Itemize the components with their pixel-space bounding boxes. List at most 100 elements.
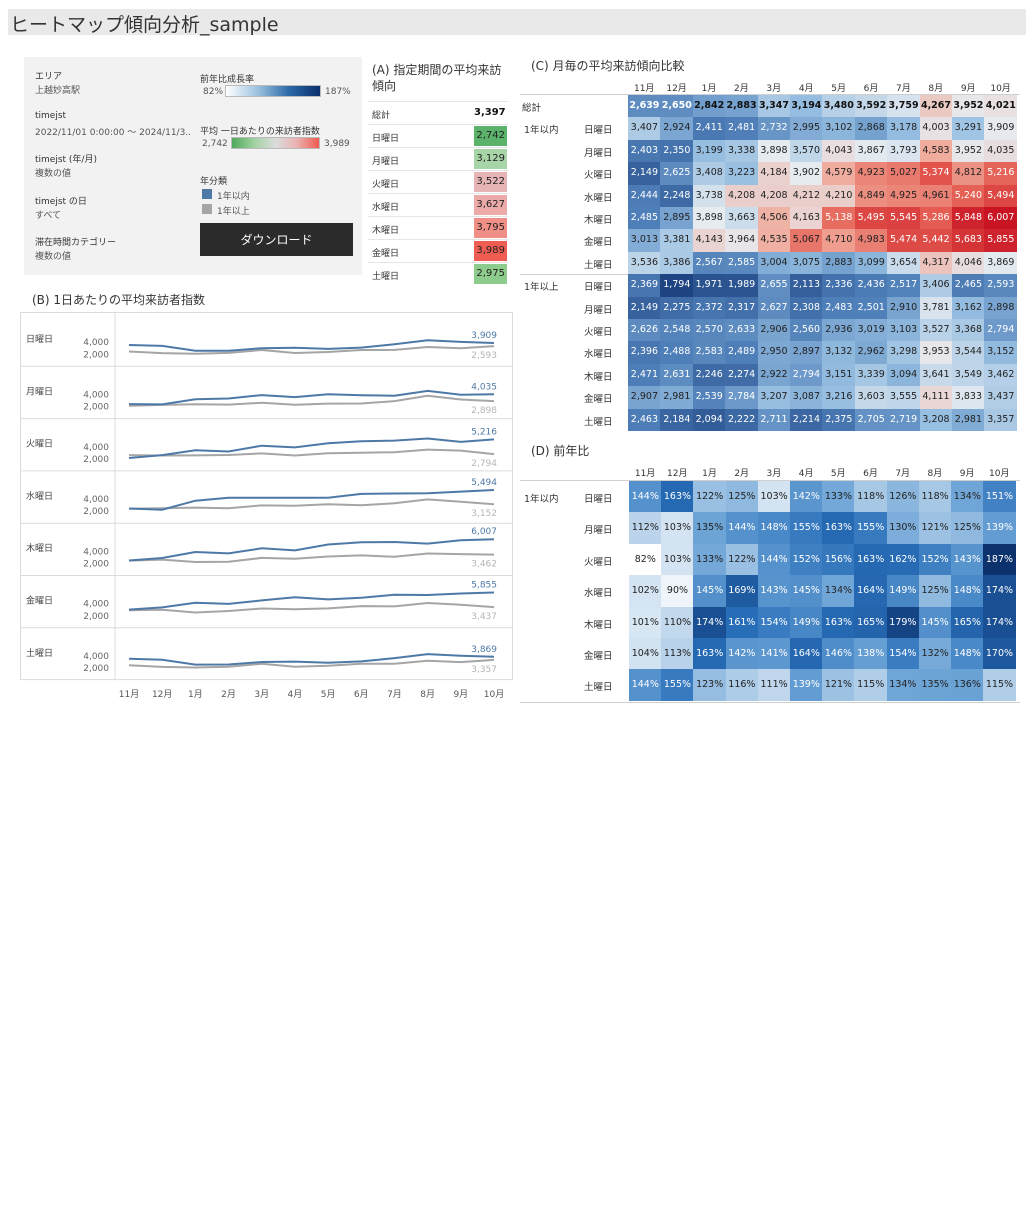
d-cell[interactable]: 165% <box>951 606 984 639</box>
c-cell[interactable]: 2,570 <box>692 319 726 342</box>
c-cell[interactable]: 2,936 <box>822 319 856 342</box>
c-cell[interactable]: 2,950 <box>757 341 791 365</box>
c-cell[interactable]: 3,536 <box>628 251 661 275</box>
c-cell[interactable]: 2,336 <box>822 274 856 297</box>
c-cell[interactable]: 5,374 <box>919 162 953 185</box>
c-cell[interactable]: 4,046 <box>952 251 985 275</box>
d-cell[interactable]: 163% <box>822 512 855 545</box>
c-cell[interactable]: 2,483 <box>822 296 856 320</box>
c-cell[interactable]: 3,094 <box>887 363 920 387</box>
c-cell[interactable]: 3,869 <box>984 251 1018 275</box>
c-cell[interactable]: 3,781 <box>919 296 953 320</box>
c-cell[interactable]: 2,924 <box>660 117 694 141</box>
b-line-within[interactable] <box>128 538 495 562</box>
d-cell[interactable]: 142% <box>725 638 759 670</box>
stay-value[interactable]: 複数の値 <box>35 252 72 262</box>
d-cell[interactable]: 142% <box>790 481 823 513</box>
d-cell[interactable]: 149% <box>886 575 920 607</box>
d-cell[interactable]: 115% <box>854 669 887 702</box>
c-total-cell[interactable]: 3,592 <box>854 95 888 118</box>
d-cell[interactable]: 155% <box>661 669 694 702</box>
c-cell[interactable]: 3,544 <box>952 341 985 365</box>
year-item-over[interactable]: 1年以上 <box>217 207 250 217</box>
d-cell[interactable]: 134% <box>951 481 984 513</box>
c-total-cell[interactable]: 4,021 <box>984 95 1018 118</box>
c-cell[interactable]: 5,138 <box>822 207 856 230</box>
c-cell[interactable]: 2,149 <box>628 162 661 185</box>
c-cell[interactable]: 5,848 <box>952 207 985 230</box>
c-cell[interactable]: 2,910 <box>887 296 920 320</box>
c-total-cell[interactable]: 3,347 <box>757 95 791 118</box>
c-cell[interactable]: 4,043 <box>822 139 856 163</box>
year-item-within[interactable]: 1年以内 <box>217 192 250 202</box>
c-cell[interactable]: 5,855 <box>984 229 1018 253</box>
c-cell[interactable]: 5,240 <box>952 184 985 208</box>
c-cell[interactable]: 3,199 <box>692 139 726 163</box>
d-cell[interactable]: 179% <box>886 606 920 639</box>
d-cell[interactable]: 103% <box>757 481 791 513</box>
c-cell[interactable]: 4,961 <box>919 184 953 208</box>
c-cell[interactable]: 2,489 <box>725 341 758 365</box>
c-cell[interactable]: 2,981 <box>660 386 694 409</box>
b-line-over[interactable] <box>128 601 495 614</box>
c-cell[interactable]: 4,143 <box>692 229 726 253</box>
c-cell[interactable]: 2,246 <box>692 363 726 387</box>
d-cell[interactable]: 154% <box>886 638 920 670</box>
d-cell[interactable]: 130% <box>886 512 920 545</box>
c-cell[interactable]: 4,212 <box>790 184 823 208</box>
c-cell[interactable]: 3,132 <box>822 341 856 365</box>
d-cell[interactable]: 174% <box>693 606 726 639</box>
c-cell[interactable]: 3,833 <box>952 386 985 409</box>
d-cell[interactable]: 103% <box>661 543 694 576</box>
c-total-cell[interactable]: 3,952 <box>952 95 985 118</box>
d-cell[interactable]: 161% <box>725 606 759 639</box>
c-cell[interactable]: 5,474 <box>887 229 920 253</box>
c-total-cell[interactable]: 3,759 <box>887 95 920 118</box>
b-line-over[interactable] <box>128 658 495 669</box>
c-cell[interactable]: 2,962 <box>854 341 888 365</box>
c-cell[interactable]: 2,794 <box>984 319 1018 342</box>
c-cell[interactable]: 2,627 <box>757 296 791 320</box>
c-cell[interactable]: 2,465 <box>952 274 985 297</box>
c-cell[interactable]: 3,902 <box>790 162 823 185</box>
d-cell[interactable]: 155% <box>790 512 823 545</box>
c-cell[interactable]: 4,208 <box>725 184 758 208</box>
c-cell[interactable]: 5,286 <box>919 207 953 230</box>
c-cell[interactable]: 3,953 <box>919 341 953 365</box>
d-cell[interactable]: 143% <box>951 543 984 576</box>
c-cell[interactable]: 2,711 <box>757 408 791 432</box>
c-cell[interactable]: 3,298 <box>887 341 920 365</box>
c-cell[interactable]: 2,463 <box>628 408 661 432</box>
timejst-value[interactable]: 2022/11/01 0:00:00 ～ 2024/11/3.. <box>35 128 192 138</box>
d-cell[interactable]: 134% <box>822 575 855 607</box>
c-total-cell[interactable]: 3,480 <box>822 95 856 118</box>
c-cell[interactable]: 4,035 <box>984 139 1018 163</box>
c-cell[interactable]: 3,216 <box>822 386 856 409</box>
c-cell[interactable]: 2,922 <box>757 363 791 387</box>
d-cell[interactable]: 121% <box>822 669 855 702</box>
c-cell[interactable]: 3,437 <box>984 386 1018 409</box>
c-cell[interactable]: 5,216 <box>984 162 1018 185</box>
d-cell[interactable]: 90% <box>661 575 694 607</box>
c-cell[interactable]: 3,898 <box>757 139 791 163</box>
c-cell[interactable]: 5,027 <box>887 162 920 185</box>
c-cell[interactable]: 2,907 <box>628 386 661 409</box>
d-cell[interactable]: 152% <box>918 543 952 576</box>
c-cell[interactable]: 2,411 <box>692 117 726 141</box>
d-cell[interactable]: 118% <box>918 481 952 513</box>
c-cell[interactable]: 3,603 <box>854 386 888 409</box>
c-cell[interactable]: 2,626 <box>628 319 661 342</box>
b-line-within[interactable] <box>128 339 495 352</box>
a-cell[interactable]: 3,989 <box>474 241 507 261</box>
d-cell[interactable]: 139% <box>983 512 1016 545</box>
c-cell[interactable]: 2,897 <box>790 341 823 365</box>
c-cell[interactable]: 3,075 <box>790 251 823 275</box>
c-cell[interactable]: 4,983 <box>854 229 888 253</box>
c-cell[interactable]: 2,274 <box>725 363 758 387</box>
c-total-cell[interactable]: 2,842 <box>692 95 726 118</box>
c-cell[interactable]: 3,462 <box>984 363 1018 387</box>
c-cell[interactable]: 3,357 <box>984 408 1018 432</box>
c-cell[interactable]: 4,583 <box>919 139 953 163</box>
c-cell[interactable]: 2,222 <box>725 408 758 432</box>
c-cell[interactable]: 2,113 <box>790 274 823 297</box>
